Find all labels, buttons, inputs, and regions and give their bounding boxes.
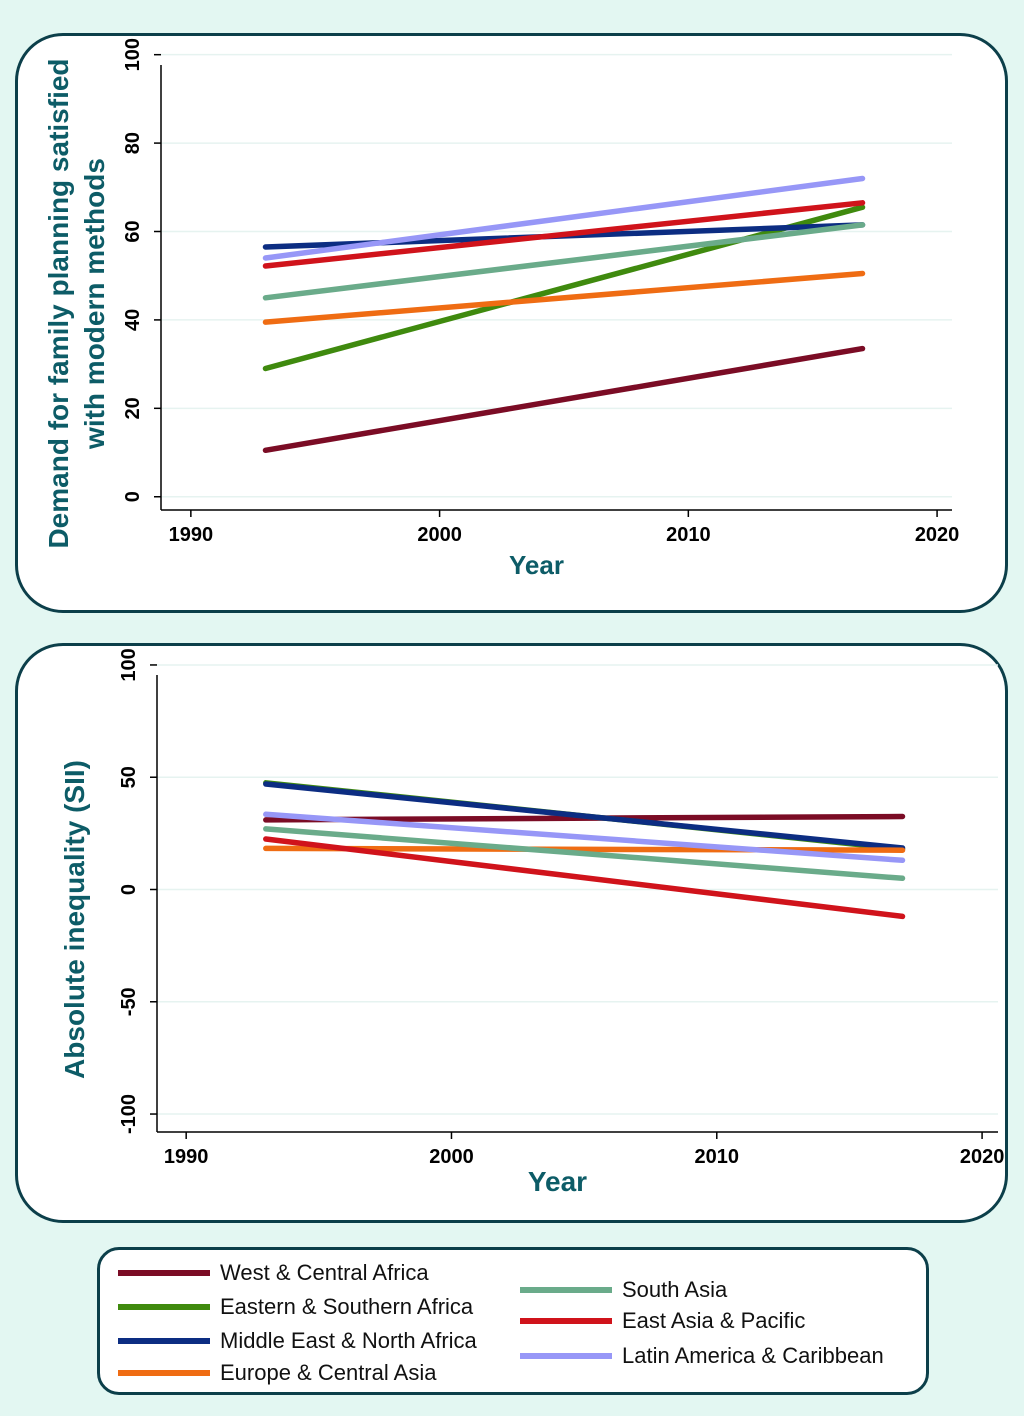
legend-swatch [118, 1370, 210, 1376]
legend-label: Middle East & North Africa [220, 1328, 477, 1353]
y-tick-label: 80 [122, 132, 144, 154]
y-axis-title-line: Absolute inequality (SII) [59, 760, 90, 1079]
x-axis-title: Year [509, 550, 564, 580]
y-tick-label: 0 [118, 884, 140, 895]
chart-panel-demand: 0 20 40 60 80 100 1990 2000 2010 2020 Year Demand f… [15, 33, 1008, 613]
y-axis-title-line: Demand for family planning satisfied [43, 58, 74, 548]
y-tick-label: 0 [122, 491, 144, 502]
legend-item-eastern-southern-africa: Eastern & Southern Africa [118, 1292, 473, 1322]
series-line-eastern-southern-africa [262, 204, 866, 372]
series-line-latin-america-caribbean [262, 175, 866, 261]
series-line-east-asia-pacific [262, 200, 866, 269]
y-tick-label: 50 [118, 766, 140, 788]
legend-swatch [520, 1318, 612, 1324]
legend-swatch [118, 1270, 210, 1276]
series-line-west-central-africa [262, 345, 866, 454]
y-tick-label: 20 [122, 397, 144, 419]
legend-item-east-asia-pacific: East Asia & Pacific [520, 1306, 805, 1336]
x-axis-title: Year [528, 1166, 587, 1197]
legend: West & Central Africa Eastern & Southern… [97, 1247, 929, 1395]
legend-label: West & Central Africa [220, 1260, 429, 1285]
x-tick-label: 2000 [429, 1146, 474, 1168]
legend-swatch [520, 1353, 612, 1359]
x-tick-label: 2010 [695, 1146, 740, 1168]
x-tick-label: 1990 [164, 1146, 209, 1168]
series-line-europe-central-asia [262, 270, 866, 325]
demand-chart: 0 20 40 60 80 100 1990 2000 2010 2020 Year Demand f… [43, 38, 960, 580]
legend-item-europe-central-asia: Europe & Central Asia [118, 1358, 436, 1388]
legend-label: Eastern & Southern Africa [220, 1294, 474, 1319]
x-tick-label: 1990 [169, 524, 214, 546]
legend-item-south-asia: South Asia [520, 1275, 727, 1305]
legend-item-west-central-africa: West & Central Africa [118, 1258, 429, 1288]
x-tick-label: 2020 [960, 1146, 1005, 1168]
legend-swatch [118, 1304, 210, 1310]
legend-item-latin-america-caribbean: Latin America & Caribbean [520, 1341, 884, 1371]
y-tick-label: 100 [122, 38, 144, 71]
legend-label: East Asia & Pacific [622, 1308, 806, 1333]
y-tick-label: 60 [122, 220, 144, 242]
y-tick-label: -100 [118, 1094, 140, 1134]
legend-swatch [520, 1287, 612, 1293]
inequality-chart: -100 -50 0 50 100 1990 2000 2010 2020 Year Absolut… [59, 648, 1005, 1197]
series-line-middle-east-north-africa [263, 781, 906, 851]
legend-label: Europe & Central Asia [220, 1360, 437, 1385]
legend-label: Latin America & Caribbean [622, 1343, 884, 1368]
legend-item-middle-east-north-africa: Middle East & North Africa [118, 1326, 477, 1356]
x-tick-label: 2000 [417, 524, 462, 546]
x-tick-label: 2020 [915, 524, 960, 546]
series-line-south-asia [263, 826, 906, 882]
legend-label: South Asia [622, 1277, 728, 1302]
y-tick-label: 40 [122, 309, 144, 331]
series-line-south-asia [262, 222, 866, 301]
chart-panel-inequality: -100 -50 0 50 100 1990 2000 2010 2020 Year Absolut… [15, 643, 1008, 1223]
y-tick-label: 100 [118, 648, 140, 681]
y-tick-label: -50 [118, 987, 140, 1016]
x-tick-label: 2010 [666, 524, 711, 546]
legend-swatch [118, 1338, 210, 1344]
y-axis-title-line: with modern methods [79, 158, 110, 450]
series-line-east-asia-pacific [263, 836, 906, 920]
series-line-latin-america-caribbean [263, 811, 906, 864]
